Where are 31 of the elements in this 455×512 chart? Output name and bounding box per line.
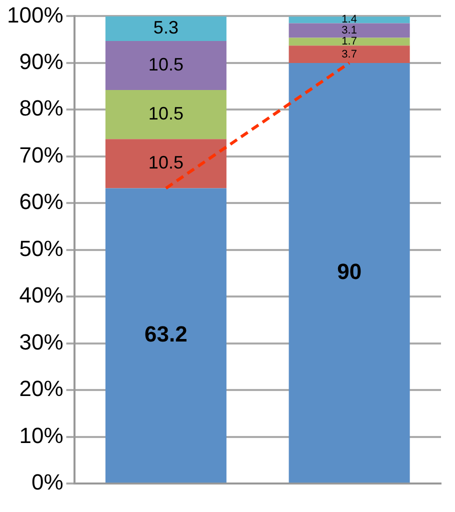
y-tick-label: 40%: [19, 282, 64, 308]
data-label: 5.3: [153, 18, 178, 38]
data-label: 63.2: [144, 321, 188, 346]
data-label: 1.7: [342, 36, 357, 48]
bar: [105, 90, 226, 140]
y-tick-label: 30%: [19, 329, 64, 354]
bar: [288, 38, 410, 46]
y-tick-label: 10%: [19, 422, 64, 448]
bar: [288, 16, 410, 24]
data-label: 10.5: [148, 152, 184, 173]
bar: [105, 139, 226, 188]
data-label: 10.5: [148, 104, 184, 124]
y-tick-label: 90%: [19, 49, 64, 74]
y-tick-label: 80%: [19, 96, 64, 121]
bar: [288, 62, 410, 483]
data-label: 90: [337, 258, 362, 284]
bar: [288, 46, 410, 63]
bar: [105, 188, 226, 483]
y-tick-label: 50%: [19, 236, 64, 261]
bar: [105, 40, 226, 90]
y-tick-label: 70%: [19, 142, 64, 168]
bar: [105, 16, 226, 41]
y-tick-label: 100%: [6, 2, 64, 28]
bar: [288, 23, 410, 38]
y-tick-label: 60%: [19, 189, 64, 214]
data-label: 3.7: [342, 48, 357, 60]
y-tick-label: 20%: [19, 376, 64, 402]
data-label: 10.5: [148, 54, 184, 74]
data-label: 3.1: [342, 24, 357, 36]
y-tick-label: 0%: [31, 470, 64, 495]
data-label: 1.4: [342, 13, 357, 26]
